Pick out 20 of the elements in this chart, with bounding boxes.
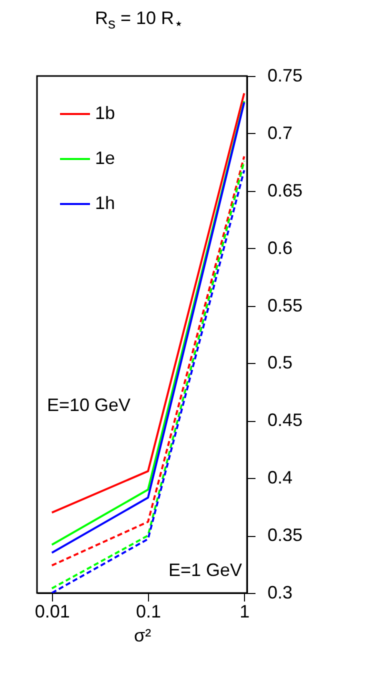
x-tick-label: 1 [240, 602, 250, 622]
x-tick-label: 0.01 [34, 602, 70, 622]
y-tick-label: 0.4 [268, 468, 293, 488]
annotation: E=1 GeV [168, 560, 242, 580]
legend-label: 1e [95, 148, 116, 168]
x-axis-title: σ² [134, 626, 152, 646]
legend-label: 1b [95, 103, 116, 123]
y-tick-label: 0.6 [268, 238, 293, 258]
x-tick-label: 0.1 [136, 602, 162, 622]
y-tick-label: 0.3 [268, 582, 293, 602]
y-tick-label: 0.75 [268, 66, 303, 86]
y-tick-label: 0.5 [268, 352, 293, 373]
legend-label: 1h [95, 193, 116, 213]
annotation: E=10 GeV [47, 395, 131, 415]
chart-title: R$_{s}$ = 10 R$_{⋆}$ [94, 8, 184, 33]
y-tick-label: 0.45 [268, 410, 303, 430]
y-tick-label: 0.35 [268, 525, 303, 546]
y-tick-label: 0.7 [268, 122, 293, 143]
y-tick-label: 0.55 [268, 295, 303, 316]
y-tick-label: 0.65 [268, 180, 303, 200]
